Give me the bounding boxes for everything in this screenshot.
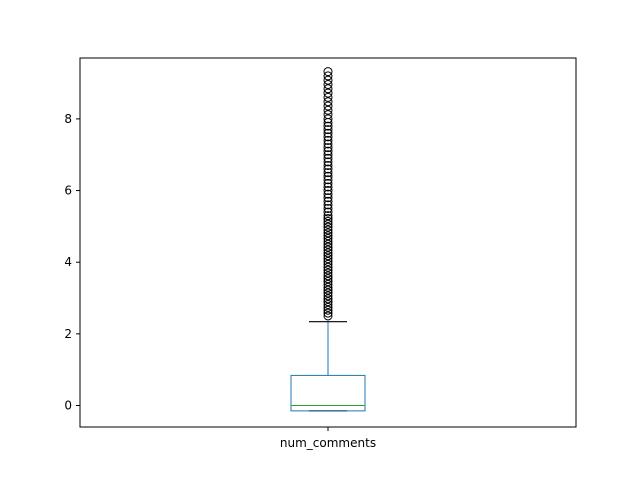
outlier-point [323,207,333,217]
outlier-point [323,160,333,170]
outlier-point [323,251,333,261]
outlier-point [323,157,333,167]
outlier-point [323,168,333,178]
outlier-point [323,245,333,255]
outlier-point [323,297,333,307]
outlier-point [323,146,333,156]
outlier-point [323,186,333,196]
outlier-point [323,274,333,284]
box-series [290,67,366,412]
outlier-point [323,222,333,232]
outlier-point [323,193,333,203]
outlier-point [323,265,333,275]
outlier-point [323,282,333,292]
x-tick-label: num_comments [280,436,376,450]
outlier-point [323,279,333,289]
outlier-point [323,285,333,295]
outlier-point [323,302,333,312]
outlier-point [323,242,333,252]
outlier-point [323,135,333,145]
outlier-point [323,262,333,272]
outlier-point [323,125,333,135]
y-tick-label: 8 [64,112,72,126]
outlier-point [323,231,333,241]
outlier-point [323,203,333,213]
outlier-point [323,271,333,281]
outlier-point [323,268,333,278]
outlier-point [323,305,333,315]
outlier-point [323,248,333,258]
outlier-point [323,128,333,138]
outlier-point [323,311,333,321]
outlier-point [323,189,333,199]
outlier-point [323,239,333,249]
outlier-point [323,132,333,142]
y-tick-label: 0 [64,399,72,413]
outlier-point [323,121,333,131]
outlier-point [323,294,333,304]
outlier-point [323,178,333,188]
outlier-point [323,225,333,235]
outlier-point [323,171,333,181]
outlier-point [323,196,333,206]
outlier-point [323,299,333,309]
outlier-point [323,234,333,244]
outlier-point [323,84,333,94]
outlier-point [323,80,333,90]
outlier-point [323,110,333,120]
outlier-point [323,150,333,160]
outlier-point [323,92,333,102]
axes-frame [79,57,577,428]
outlier-point [323,75,333,85]
outlier-point [323,105,333,115]
outlier-point [323,256,333,266]
outlier-point [323,101,333,111]
y-tick-label: 4 [64,255,72,269]
outlier-point [323,291,333,301]
outlier-point [323,153,333,163]
outlier-point [323,114,333,124]
outlier-point [323,182,333,192]
y-tick-label: 6 [64,184,72,198]
outlier-point [323,211,333,221]
outlier-point [323,164,333,174]
box-group [290,67,366,412]
outlier-point [323,175,333,185]
outlier-point [323,288,333,298]
y-tick-label: 2 [64,327,72,341]
outlier-point [323,88,333,98]
outlier-point [323,254,333,264]
outlier-point [323,213,333,223]
outlier-point [323,308,333,318]
outlier-point [323,139,333,149]
outlier-point [323,67,333,77]
x-axis: num_comments [280,427,376,450]
outlier-point [323,97,333,107]
outlier-point [323,219,333,229]
outlier-point [323,228,333,238]
outlier-point [323,200,333,210]
iqr-box [290,374,366,412]
outlier-point [323,277,333,287]
outlier-point [323,259,333,269]
outlier-point [323,71,333,81]
outlier-point [323,216,333,226]
outlier-point [323,236,333,246]
y-axis: 0 2 4 6 8 [64,112,80,413]
outlier-point [323,143,333,153]
